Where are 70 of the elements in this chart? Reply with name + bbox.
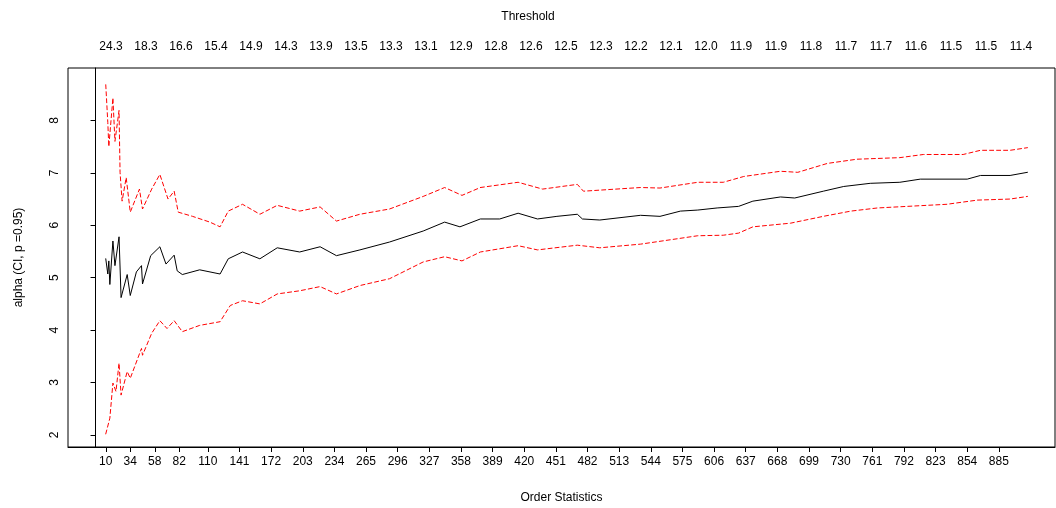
x-tick-label: 637	[735, 454, 757, 468]
y-tick-label: 6	[47, 221, 61, 229]
text: 11.7	[834, 39, 858, 53]
x-tick-label: 854	[957, 454, 978, 468]
x-tick-label: 389	[482, 454, 503, 468]
x-tick-label: 451	[545, 454, 567, 468]
text: 14.3	[274, 39, 298, 53]
text: 24.3	[99, 39, 123, 53]
text: 12.3	[589, 39, 613, 53]
x-tick-label: 420	[514, 454, 535, 468]
text: 14.9	[239, 39, 263, 53]
text: 11.4	[1009, 39, 1033, 53]
x-tick-label: 885	[988, 454, 1010, 468]
y-tick-label: 2	[47, 431, 61, 439]
text: 12.1	[659, 39, 683, 53]
text: 11.5	[939, 39, 963, 53]
text: 13.3	[379, 39, 403, 53]
text: 13.5	[344, 39, 368, 53]
y-tick-label: 5	[47, 274, 61, 282]
text: 11.5	[974, 39, 998, 53]
x-tick-label: 296	[387, 454, 409, 468]
text: 12.8	[484, 39, 508, 53]
text: 12.6	[519, 39, 543, 53]
x-tick-label: 606	[704, 454, 725, 468]
x-tick-label: 234	[324, 454, 345, 468]
y-axis-title: alpha (CI, p =0.95)	[11, 207, 25, 308]
x-tick-label: 172	[261, 454, 282, 468]
y-tick-label: 7	[47, 169, 61, 177]
line-series	[105, 171, 1028, 299]
text: 13.1	[414, 39, 438, 53]
x-tick-label: 34	[123, 454, 138, 468]
text: 18.3	[134, 39, 158, 53]
x-tick-label: 10	[99, 454, 113, 468]
x-tick-label: 203	[292, 454, 314, 468]
text: 12.5	[554, 39, 578, 53]
x-tick-label: 544	[640, 454, 662, 468]
y-tick-label: 4	[47, 326, 61, 334]
line-series	[105, 84, 1028, 228]
x2-axis-title: Threshold	[501, 9, 555, 23]
text: 12.9	[449, 39, 473, 53]
text: 11.8	[799, 39, 823, 53]
x-tick-label: 482	[577, 454, 598, 468]
x-tick-label: 110	[198, 454, 218, 468]
line-series	[105, 195, 1028, 435]
text: 11.7	[869, 39, 893, 53]
x-axis-title: Order Statistics	[520, 490, 603, 504]
x-tick-label: 58	[148, 454, 162, 468]
x-tick-label: 141	[229, 454, 250, 468]
x-tick-label: 327	[419, 454, 440, 468]
x-tick-label: 265	[356, 454, 377, 468]
y-tick-label: 8	[47, 116, 61, 124]
x-tick-label: 730	[830, 454, 851, 468]
text: 11.9	[729, 39, 753, 53]
text: 11.9	[764, 39, 788, 53]
x-tick-label: 513	[609, 454, 630, 468]
text: 12.2	[624, 39, 648, 53]
x-tick-label: 823	[925, 454, 946, 468]
x-tick-label: 668	[767, 454, 788, 468]
text: 11.6	[904, 39, 928, 53]
text: 16.6	[169, 39, 193, 53]
x-tick-label: 792	[893, 454, 915, 468]
x-tick-label: 761	[862, 454, 883, 468]
x-tick-label: 699	[799, 454, 820, 468]
y-tick-label: 3	[47, 378, 61, 386]
text: 12.0	[694, 39, 718, 53]
x-tick-label: 358	[450, 454, 472, 468]
text: 13.9	[309, 39, 333, 53]
x-tick-label: 82	[172, 454, 187, 468]
text: 15.4	[204, 39, 228, 53]
x-tick-label: 575	[672, 454, 693, 468]
